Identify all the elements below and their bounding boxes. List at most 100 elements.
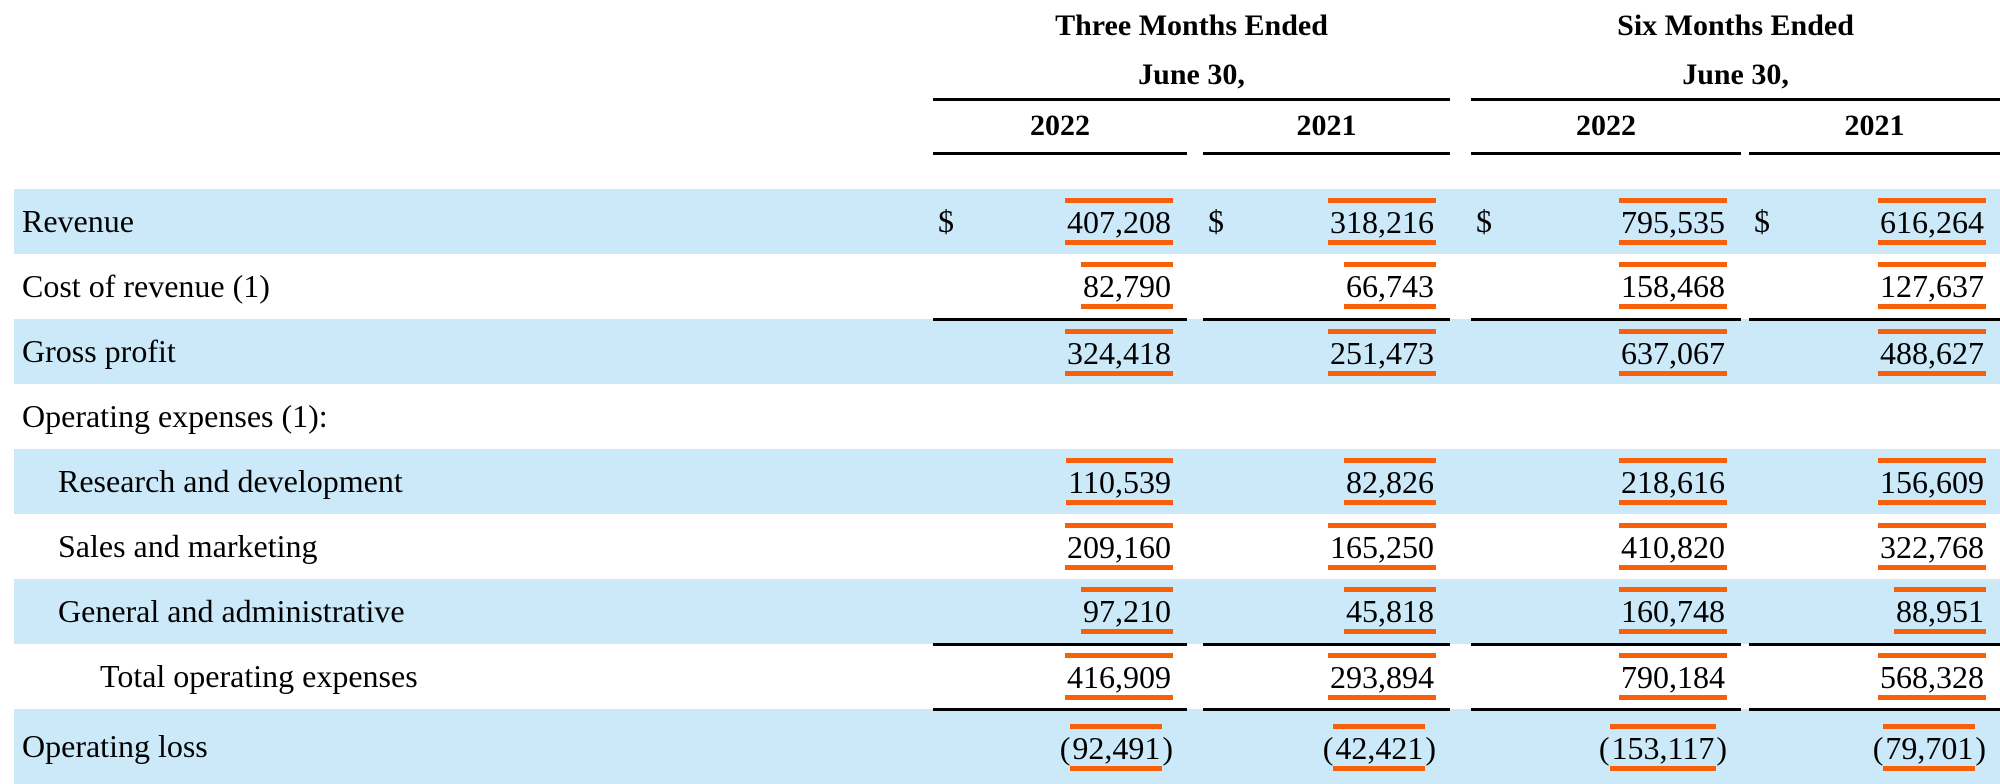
fact-value[interactable]: 82,790 — [1081, 262, 1173, 310]
value-cell: 293,894 — [1243, 644, 1451, 711]
fact-value[interactable]: 795,535 — [1619, 198, 1728, 245]
value-cell: 127,637 — [1789, 254, 2000, 321]
row-label: Operating loss — [14, 709, 933, 784]
period-subtitle-row: June 30, June 30, — [14, 52, 2000, 101]
value-cell — [1243, 384, 1450, 449]
income-statement-table: Three Months Ended Six Months Ended June… — [14, 0, 2000, 784]
currency-symbol — [1471, 579, 1512, 646]
group-gap — [1450, 254, 1471, 319]
currency-symbol — [1203, 644, 1243, 711]
fact-value[interactable]: 165,250 — [1328, 523, 1437, 570]
fact-value[interactable]: 160,748 — [1619, 587, 1728, 635]
currency-symbol — [1203, 579, 1243, 646]
fact-value[interactable]: 158,468 — [1619, 262, 1728, 310]
column-gap — [1741, 319, 1750, 384]
value-cell — [1511, 384, 1741, 449]
column-gap — [1741, 709, 1750, 784]
value-cell: 410,820 — [1511, 514, 1741, 579]
currency-symbol — [1203, 449, 1243, 514]
group-gap — [1450, 99, 1471, 153]
currency-symbol — [933, 514, 973, 579]
currency-symbol: $ — [933, 189, 973, 254]
currency-symbol — [1471, 644, 1512, 711]
fact-value[interactable]: 407,208 — [1065, 198, 1173, 245]
currency-symbol — [933, 709, 973, 784]
column-gap — [1187, 319, 1203, 384]
column-gap — [1187, 449, 1203, 514]
fact-value[interactable]: 488,627 — [1878, 328, 1987, 376]
group-gap — [1450, 189, 1472, 254]
currency-symbol — [1749, 579, 1790, 646]
fact-value[interactable]: 218,616 — [1619, 458, 1728, 505]
fact-value[interactable]: 79,701 — [1883, 723, 1976, 771]
paren-open: ( — [1872, 729, 1884, 766]
value-cell: 209,160 — [973, 514, 1187, 579]
currency-symbol — [1471, 709, 1512, 784]
value-cell: 318,216 — [1243, 189, 1451, 254]
value-cell: 165,250 — [1243, 514, 1450, 579]
fact-value[interactable]: 88,951 — [1894, 587, 1987, 635]
fact-value[interactable]: 637,067 — [1619, 328, 1728, 376]
table-row-general-and-administrative: General and administrative 97,210 45,818… — [14, 579, 2000, 646]
value-cell: 616,264 — [1789, 189, 2000, 254]
fact-value[interactable]: 97,210 — [1081, 587, 1173, 635]
currency-symbol — [1471, 254, 1512, 321]
value-cell: (42,421) — [1243, 709, 1451, 784]
row-label: Operating expenses (1): — [22, 398, 328, 434]
fact-value[interactable]: 322,768 — [1878, 523, 1987, 570]
fact-value[interactable]: 156,609 — [1878, 458, 1987, 505]
currency-symbol — [1749, 319, 1790, 384]
fact-value[interactable]: 293,894 — [1328, 653, 1437, 700]
fact-value[interactable]: 416,909 — [1065, 653, 1173, 700]
year-header-6mo-2022: 2022 — [1471, 99, 1742, 155]
fact-value[interactable]: 127,637 — [1878, 262, 1987, 310]
column-gap — [1187, 384, 1203, 449]
column-gap — [1741, 514, 1749, 579]
fact-value[interactable]: 66,743 — [1344, 262, 1437, 310]
column-gap — [1187, 189, 1203, 254]
table-row-operating-loss: Operating loss (92,491) (42,421) (153,11… — [14, 709, 2000, 784]
fact-value[interactable]: 324,418 — [1065, 328, 1173, 376]
group-gap — [1450, 52, 1471, 99]
currency-symbol — [1749, 384, 1789, 449]
column-gap — [1741, 449, 1750, 514]
table-row-sales-and-marketing: Sales and marketing 209,160 165,250 410,… — [14, 514, 2000, 579]
currency-symbol — [933, 449, 973, 514]
fact-value[interactable]: 318,216 — [1328, 198, 1437, 245]
paren-close: ) — [1162, 729, 1173, 766]
currency-symbol — [1203, 384, 1243, 449]
fact-value[interactable]: 251,473 — [1328, 328, 1437, 376]
currency-symbol — [1749, 709, 1790, 784]
currency-symbol — [1749, 449, 1790, 514]
value-cell: 218,616 — [1511, 449, 1742, 514]
fact-value[interactable]: 209,160 — [1065, 523, 1173, 570]
currency-symbol — [1749, 514, 1789, 579]
currency-symbol — [1203, 709, 1243, 784]
fact-value[interactable]: 45,818 — [1344, 587, 1437, 635]
fact-value[interactable]: 42,421 — [1333, 723, 1426, 771]
date-subheader-three-months: June 30, — [933, 52, 1451, 101]
fact-value[interactable]: 790,184 — [1619, 653, 1728, 700]
period-header-three-months: Three Months Ended — [1055, 9, 1328, 42]
group-gap — [1450, 449, 1472, 514]
fact-value[interactable]: 110,539 — [1066, 458, 1173, 505]
currency-symbol — [1471, 384, 1511, 449]
column-gap — [1741, 644, 1749, 709]
value-cell: 160,748 — [1511, 579, 1742, 646]
fact-value[interactable]: 616,264 — [1878, 198, 1987, 245]
row-label: Cost of revenue (1) — [22, 268, 270, 304]
value-cell: 66,743 — [1243, 254, 1451, 321]
row-label: Research and development — [14, 449, 933, 514]
column-gap — [1741, 189, 1750, 254]
fact-value[interactable]: 568,328 — [1878, 653, 1987, 700]
table-row-research-and-development: Research and development 110,539 82,826 … — [14, 449, 2000, 514]
table-row-cost-of-revenue: Cost of revenue (1) 82,790 66,743 158,46… — [14, 254, 2000, 321]
value-cell: 637,067 — [1511, 319, 1742, 384]
fact-value[interactable]: 153,117 — [1609, 723, 1717, 771]
fact-value[interactable]: 410,820 — [1619, 523, 1728, 570]
column-gap — [1741, 99, 1749, 153]
fact-value[interactable]: 92,491 — [1070, 723, 1163, 771]
value-cell: 45,818 — [1243, 579, 1451, 646]
fact-value[interactable]: 82,826 — [1344, 458, 1437, 505]
currency-symbol — [933, 254, 973, 321]
